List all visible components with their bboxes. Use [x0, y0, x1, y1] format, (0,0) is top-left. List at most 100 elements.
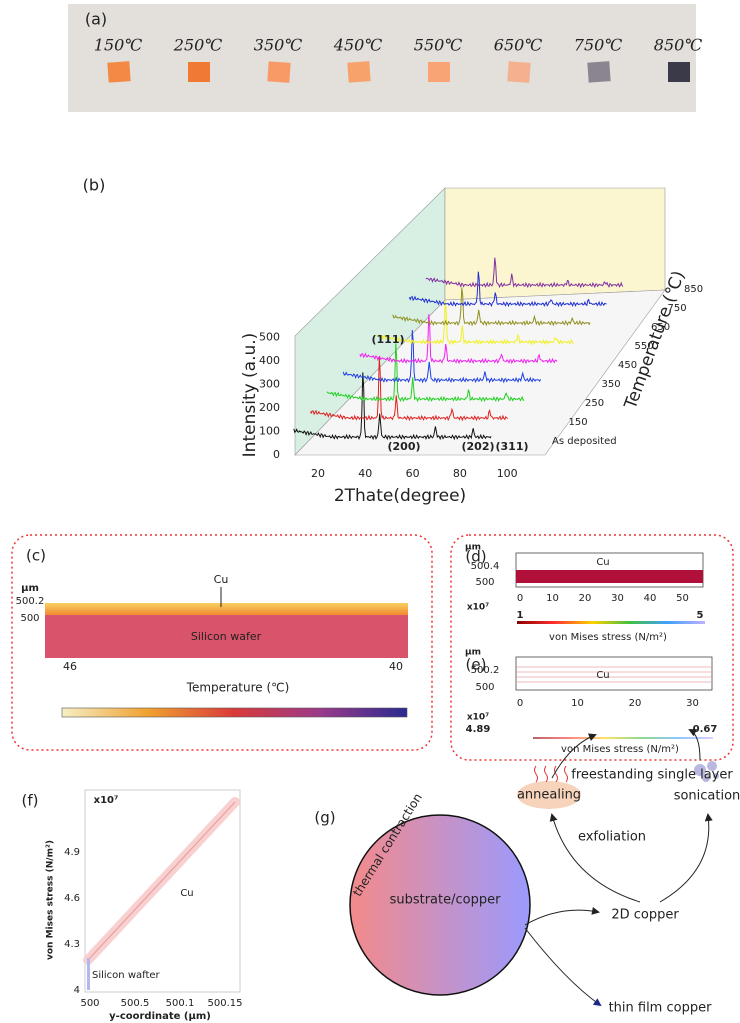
layer-label: Cu [596, 557, 609, 568]
heat-wave [565, 766, 568, 782]
temperature-label: 150℃ [94, 36, 143, 55]
arrow [552, 815, 640, 902]
z-tick-label: 550 [635, 341, 654, 352]
product-label: thin film copper [609, 1001, 713, 1016]
product-label: 2D copper [611, 908, 679, 923]
temperature-label: 750℃ [574, 36, 623, 55]
peak-label: (200) [387, 440, 420, 453]
temperature-label: 850℃ [654, 36, 703, 55]
y-tick-label: 0 [273, 448, 280, 461]
colorbar-label: 0.67 [693, 724, 718, 735]
z-tick-label: 450 [618, 360, 637, 371]
x-tick-label: 50 [676, 593, 689, 604]
x-axis-title: 2Thate(degree) [334, 486, 466, 506]
process-label: exfoliation [578, 830, 646, 845]
z-tick-label: 650 [651, 322, 670, 333]
process-label: annealing [517, 788, 581, 803]
x-tick-label: 500.15 [208, 998, 243, 1009]
x-tick-label: 80 [453, 467, 467, 480]
y-tick-label: 4.6 [64, 893, 80, 904]
colorbar-label: 4.89 [466, 724, 491, 735]
arrow [525, 928, 600, 1005]
x-tick-label: 20 [629, 698, 642, 709]
y-tick-label: 500.2 [471, 665, 500, 676]
process-label: sonication [674, 789, 740, 804]
unit-label: μm [465, 648, 481, 658]
x-tick-label: 0 [517, 593, 523, 604]
colorbar-label: 46 [63, 660, 77, 673]
x-tick-label: 20 [579, 593, 592, 604]
heat-wave [555, 766, 558, 782]
x-tick-label: 500.1 [166, 998, 195, 1009]
colorbar-title: von Mises stress (N/m²) [549, 632, 667, 643]
series-label: Silicon wafter [92, 970, 161, 981]
y-tick-label: 500 [475, 577, 494, 588]
temperature-label: 650℃ [494, 36, 543, 55]
heat-wave [545, 766, 548, 782]
colorbar-label: 40 [389, 660, 403, 673]
panel-label: (c) [26, 547, 46, 565]
photo [68, 4, 696, 112]
temperature-label: 450℃ [333, 36, 383, 55]
layer-label: Cu [214, 573, 229, 586]
series-label: Cu [180, 888, 193, 899]
y-tick-label: 500 [475, 682, 494, 693]
cu-layer [45, 603, 408, 615]
x-tick-label: 60 [406, 467, 420, 480]
arrow [660, 815, 709, 902]
z-tick-label: 750 [668, 303, 687, 314]
unit-label: μm [465, 543, 481, 553]
multiplier: x10⁷ [467, 713, 489, 723]
y-axis-title: Intensity (a.u.) [240, 333, 260, 458]
temperature-label: 250℃ [173, 36, 223, 55]
x-tick-label: 100 [497, 467, 518, 480]
z-tick-label: 150 [569, 417, 588, 428]
y-tick-label: 500 [259, 331, 280, 344]
z-tick-label: 250 [585, 398, 604, 409]
panel-label: (a) [85, 10, 107, 29]
sample [188, 62, 210, 82]
sample [587, 61, 610, 82]
sample [668, 62, 690, 82]
x-axis-title: y-coordinate (μm) [109, 1011, 211, 1022]
colorbar-label: 1 [517, 610, 524, 621]
colorbar [62, 708, 407, 717]
arrow [525, 910, 598, 925]
product-label: freestanding single layer [571, 768, 733, 783]
substrate-label: Silicon wafer [191, 630, 262, 643]
sample [428, 62, 450, 82]
y-tick-label: 400 [259, 354, 280, 367]
colorbar [517, 621, 705, 624]
sample [347, 61, 370, 82]
multiplier: x10⁷ [467, 603, 489, 613]
sample [267, 61, 290, 82]
circle-label: substrate/copper [390, 893, 502, 908]
z-tick-label: 850 [684, 284, 703, 295]
x-tick-label: 40 [644, 593, 657, 604]
colorbar-title: von Mises stress (N/m²) [561, 744, 679, 755]
figure: (a)150℃250℃350℃450℃550℃650℃750℃850℃(b)01… [0, 0, 740, 1023]
colorbar-title: Temperature (℃) [186, 681, 290, 695]
x-tick-label: 30 [611, 593, 624, 604]
y-tick-label: 200 [259, 401, 280, 414]
sample [107, 61, 130, 82]
sample [507, 61, 530, 82]
peak-label: (111) [371, 333, 404, 346]
x-tick-label: 30 [686, 698, 699, 709]
y-tick-label: 4.9 [64, 847, 80, 858]
x-tick-label: 500.5 [121, 998, 150, 1009]
x-tick-label: 10 [571, 698, 584, 709]
multiplier: x10⁷ [94, 795, 119, 806]
panel-label: (f) [22, 792, 39, 810]
colorbar-label: 5 [697, 610, 704, 621]
unit-label: μm [21, 583, 39, 594]
plot-frame [516, 657, 712, 690]
y-tick-label: 500.2 [16, 596, 45, 607]
x-tick-label: 40 [358, 467, 372, 480]
y-tick-label: 500.4 [471, 561, 500, 572]
x-tick-label: 20 [311, 467, 325, 480]
peak-label: (202) [461, 440, 494, 453]
si-curve [87, 958, 90, 990]
layer-label: Cu [596, 670, 609, 681]
cu-layer [516, 570, 703, 583]
